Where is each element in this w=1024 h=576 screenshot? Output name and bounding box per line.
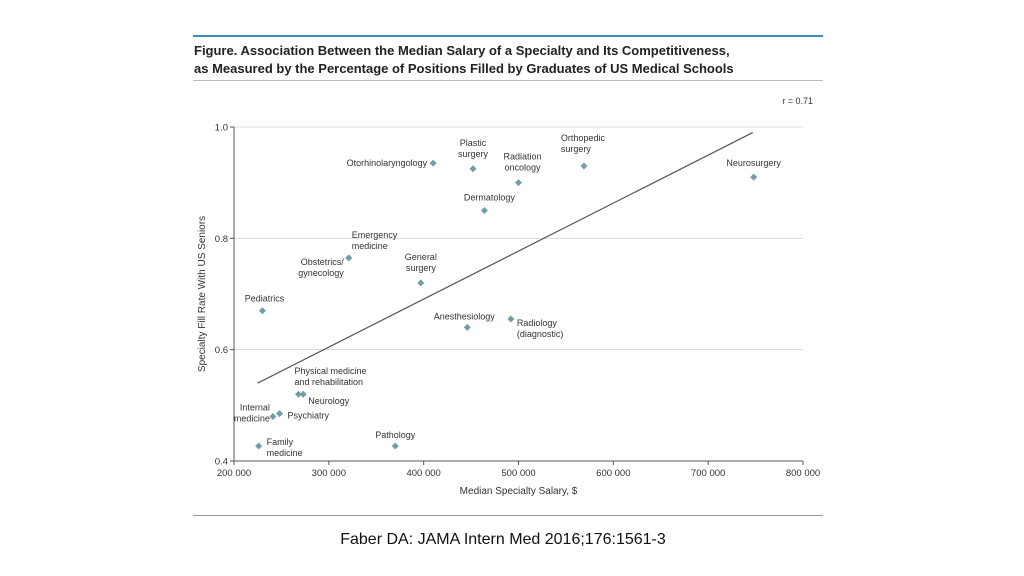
y-tick-label: 0.6 <box>215 345 228 356</box>
y-tick-label: 0.8 <box>215 234 228 245</box>
data-point-label: and rehabilitation <box>294 377 363 387</box>
data-point-label: Neurosurgery <box>726 158 781 168</box>
correlation-annotation: r = 0.71 <box>782 96 813 106</box>
figure-title-line-1: Figure. Association Between the Median S… <box>194 43 730 58</box>
x-tick-label: 500 000 <box>501 468 535 479</box>
data-point <box>391 442 399 450</box>
figure-title-line-2: as Measured by the Percentage of Positio… <box>194 61 734 76</box>
data-point-label: Obstetrics/ <box>301 257 345 267</box>
data-point <box>294 390 302 398</box>
y-axis-label: Specialty Fill Rate With US Seniors <box>197 216 208 372</box>
data-point <box>429 159 437 167</box>
data-point <box>507 315 515 323</box>
figure-title: Figure. Association Between the Median S… <box>194 42 824 78</box>
data-point-label: surgery <box>458 149 489 159</box>
data-point-label: Physical medicine <box>294 366 366 376</box>
data-point-label: Pediatrics <box>245 294 285 304</box>
data-point <box>463 323 471 331</box>
data-point <box>255 442 263 450</box>
data-point <box>515 179 522 187</box>
data-point-label: Pathology <box>375 430 416 440</box>
figure-title-divider <box>193 80 823 81</box>
figure-bottom-rule <box>193 515 823 516</box>
x-tick-label: 800 000 <box>786 468 820 479</box>
regression-line <box>257 132 754 384</box>
x-axis-label: Median Specialty Salary, $ <box>460 486 578 497</box>
data-point <box>345 254 353 262</box>
data-point <box>299 390 307 398</box>
data-point-label: surgery <box>561 144 592 154</box>
data-point-label: Dermatology <box>464 193 516 203</box>
data-point-label: medicine <box>352 241 388 251</box>
data-point <box>269 412 277 420</box>
data-point-label: oncology <box>504 163 541 173</box>
data-point-label: surgery <box>406 263 437 273</box>
data-point-label: Emergency <box>352 230 398 240</box>
x-tick-label: 300 000 <box>312 468 346 479</box>
x-tick-label: 700 000 <box>691 468 725 479</box>
data-point-label: Anesthesiology <box>434 311 496 321</box>
data-point <box>417 279 425 287</box>
data-point-label: Neurology <box>308 396 350 406</box>
data-point <box>469 165 477 173</box>
y-tick-label: 1.0 <box>215 123 228 134</box>
y-tick-label: 0.4 <box>215 457 228 468</box>
data-point <box>580 162 588 170</box>
data-point-label: Plastic <box>460 138 487 148</box>
data-point-label: Internal <box>240 402 270 412</box>
data-point-label: Orthopedic <box>561 133 606 143</box>
x-tick-label: 600 000 <box>596 468 630 479</box>
data-point-label: medicine <box>234 413 270 423</box>
data-point-label: Radiology <box>517 318 558 328</box>
figure-top-rule <box>193 35 823 37</box>
data-point-label: General <box>405 252 437 262</box>
citation: Faber DA: JAMA Intern Med 2016;176:1561-… <box>340 531 666 548</box>
data-point-label: Otorhinolaryngology <box>347 158 428 168</box>
data-point-label: Family <box>267 437 294 447</box>
data-point-label: (diagnostic) <box>517 329 564 339</box>
data-point <box>750 173 758 181</box>
x-tick-label: 400 000 <box>406 468 440 479</box>
data-point <box>258 307 266 315</box>
data-point-label: Psychiatry <box>288 411 330 421</box>
data-point <box>276 410 284 418</box>
data-point <box>480 207 488 214</box>
x-tick-label: 200 000 <box>217 468 251 479</box>
data-point-label: medicine <box>267 448 303 458</box>
data-point-label: gynecology <box>298 268 344 278</box>
data-point-label: Radiation <box>503 152 541 162</box>
